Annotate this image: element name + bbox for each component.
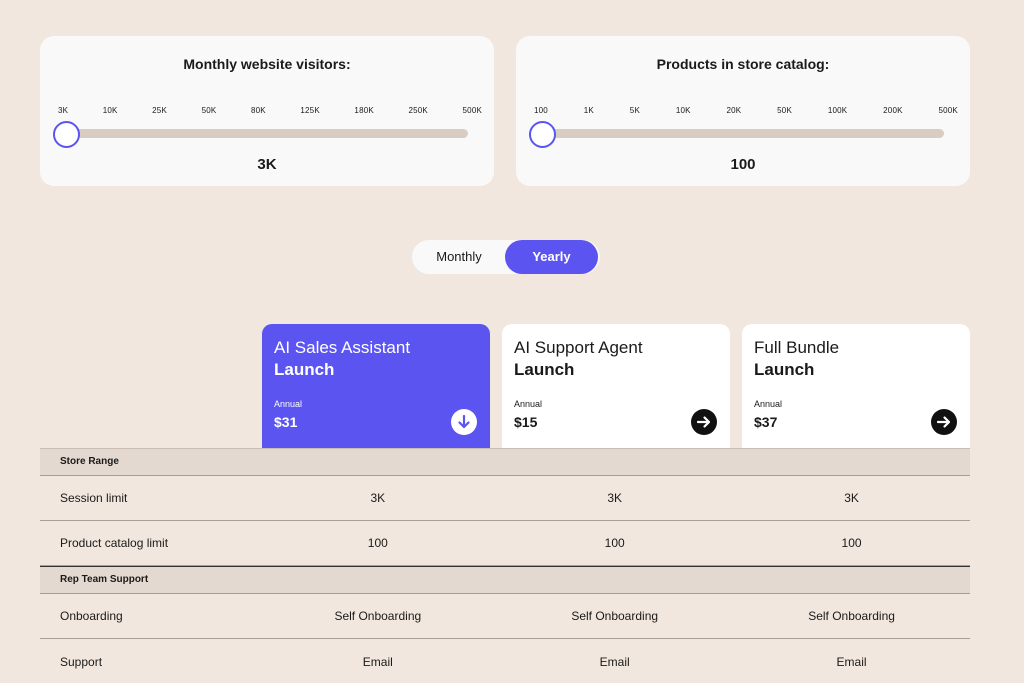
- table-row: Session limit 3K 3K 3K: [40, 476, 970, 521]
- visitors-tick[interactable]: 125K: [300, 106, 320, 115]
- products-tick[interactable]: 200K: [883, 106, 903, 115]
- products-slider-card: Products in store catalog: 100 1K 5K 10K…: [516, 36, 970, 186]
- plan-period: Annual: [274, 399, 303, 409]
- table-cell: 100: [604, 536, 625, 550]
- plan-price: $37: [754, 414, 778, 430]
- arrow-right-circle-icon[interactable]: [691, 409, 717, 435]
- table-cell: Self Onboarding: [571, 609, 659, 623]
- products-tick[interactable]: 500K: [938, 106, 958, 115]
- billing-period-toggle: Monthly Yearly: [412, 240, 600, 274]
- plan-name: Full Bundle: [754, 338, 840, 357]
- visitors-slider-card: Monthly website visitors: 3K 10K 25K 50K…: [40, 36, 494, 186]
- products-tick[interactable]: 1K: [583, 106, 594, 115]
- row-label: Onboarding: [60, 609, 123, 623]
- visitors-slider-track[interactable]: [64, 129, 468, 138]
- products-slider-title: Products in store catalog:: [656, 56, 830, 72]
- table-cell: Email: [362, 654, 393, 669]
- row-label: Session limit: [60, 491, 128, 505]
- products-tick[interactable]: 50K: [777, 106, 792, 115]
- table-cell: Self Onboarding: [808, 609, 895, 623]
- plan-card-ai-sales-assistant[interactable]: AI Sales Assistant Launch Annual $31: [262, 324, 490, 448]
- products-slider-ticks: 100 1K 5K 10K 20K 50K 100K 200K 500K: [534, 106, 958, 115]
- plan-comparison-table: Store Range Session limit 3K 3K 3K Produ…: [40, 448, 970, 683]
- section-header-store-range: Store Range: [40, 448, 970, 476]
- arrow-right-circle-icon[interactable]: [931, 409, 957, 435]
- visitors-tick[interactable]: 10K: [102, 106, 118, 115]
- visitors-tick[interactable]: 80K: [250, 106, 266, 115]
- section-header-rep-team-support: Rep Team Support: [40, 566, 970, 594]
- visitors-tick[interactable]: 500K: [462, 106, 482, 115]
- table-row: Onboarding Self Onboarding Self Onboardi…: [40, 594, 970, 639]
- plan-card-ai-support-agent[interactable]: AI Support Agent Launch Annual $15: [502, 324, 730, 448]
- table-cell: 3K: [607, 491, 623, 505]
- products-tick[interactable]: 20K: [726, 106, 742, 115]
- plan-tier: Launch: [274, 360, 335, 379]
- plan-name: AI Sales Assistant: [274, 338, 411, 357]
- table-row: Support Email Email Email: [40, 639, 970, 683]
- table-cell: 3K: [844, 491, 859, 505]
- products-tick[interactable]: 5K: [629, 106, 640, 115]
- plan-tier: Launch: [514, 360, 575, 379]
- table-cell: 100: [841, 536, 862, 550]
- visitors-slider-ticks: 3K 10K 25K 50K 80K 125K 180K 250K 500K: [58, 106, 482, 115]
- visitors-tick[interactable]: 50K: [201, 106, 217, 115]
- table-cell: Self Onboarding: [334, 609, 422, 623]
- table-row: Product catalog limit 100 100 100: [40, 521, 970, 566]
- table-cell: 100: [367, 536, 388, 550]
- products-tick[interactable]: 10K: [675, 106, 691, 115]
- visitors-tick[interactable]: 3K: [58, 106, 69, 115]
- plan-name: AI Support Agent: [514, 338, 643, 357]
- visitors-tick[interactable]: 180K: [354, 106, 374, 115]
- products-slider-thumb[interactable]: [529, 121, 556, 148]
- billing-monthly-option[interactable]: Monthly: [436, 249, 482, 264]
- plan-card-full-bundle[interactable]: Full Bundle Launch Annual $37: [742, 324, 970, 448]
- visitors-tick[interactable]: 250K: [408, 106, 428, 115]
- visitors-slider-value: 3K: [257, 156, 277, 173]
- row-label: Product catalog limit: [60, 536, 169, 550]
- table-cell: 3K: [370, 491, 386, 505]
- plan-period: Annual: [754, 399, 783, 409]
- visitors-slider-thumb[interactable]: [53, 121, 80, 148]
- products-slider-track[interactable]: [540, 129, 944, 138]
- plan-period: Annual: [514, 399, 543, 409]
- plan-tier: Launch: [754, 360, 815, 379]
- plan-price: $15: [514, 414, 538, 430]
- products-slider-value: 100: [730, 156, 756, 173]
- row-label: Support: [60, 654, 103, 669]
- products-tick[interactable]: 100K: [827, 106, 848, 115]
- plan-price: $31: [274, 414, 298, 430]
- table-cell: Email: [836, 654, 867, 669]
- billing-yearly-option[interactable]: Yearly: [505, 240, 598, 274]
- table-cell: Email: [599, 654, 630, 669]
- visitors-slider-title: Monthly website visitors:: [183, 56, 351, 72]
- visitors-tick[interactable]: 25K: [152, 106, 167, 115]
- arrow-down-circle-icon[interactable]: [451, 409, 477, 435]
- products-tick[interactable]: 100: [534, 106, 548, 115]
